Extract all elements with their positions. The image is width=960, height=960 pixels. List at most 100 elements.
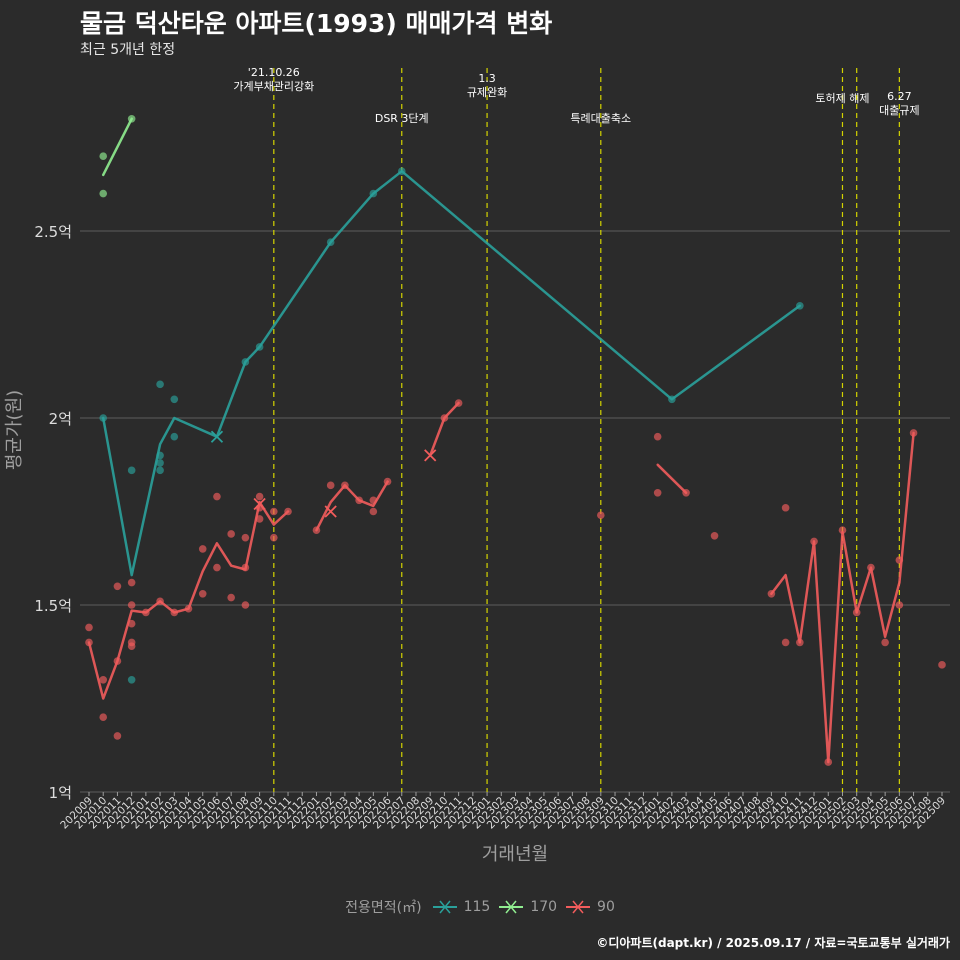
data-point-115 xyxy=(369,189,378,198)
data-point-90 xyxy=(341,481,349,490)
data-point-115 xyxy=(326,238,335,247)
source-caption: ©디아파트(dapt.kr) / 2025.09.17 / 자료=국토교통부 실… xyxy=(596,936,950,950)
data-point-90 xyxy=(99,676,108,684)
x-axis-title: 거래년월 xyxy=(482,844,548,865)
data-point-90 xyxy=(355,496,363,505)
event-label: 가계부채관리강화 xyxy=(233,80,314,93)
data-point-90 xyxy=(895,601,904,609)
y-tick-label: 2.5억 xyxy=(34,223,72,241)
data-point-90 xyxy=(312,526,321,534)
data-point-90 xyxy=(781,638,790,647)
grid-layer xyxy=(80,230,950,793)
data-point-90 xyxy=(255,515,264,523)
data-point-90 xyxy=(85,623,93,632)
data-point-90 xyxy=(255,492,264,501)
event-label: 특례대출축소 xyxy=(570,112,631,125)
chart-title: 물금 덕산타운 아파트(1993) 매매가격 변화 xyxy=(80,9,553,38)
chart-subtitle: 최근 5개년 한정 xyxy=(80,42,176,58)
data-point-115 xyxy=(170,432,179,441)
data-point-90 xyxy=(127,619,136,628)
data-point-90 xyxy=(156,597,164,606)
data-point-90 xyxy=(85,638,93,647)
cross-marker-90 xyxy=(253,497,266,511)
data-point-90 xyxy=(113,657,122,665)
data-point-90 xyxy=(383,477,392,486)
data-point-90 xyxy=(909,429,918,437)
event-label: 1.3 xyxy=(478,72,496,85)
y-tick-label: 1.5억 xyxy=(34,597,72,615)
legend-swatch-115 xyxy=(432,900,457,914)
event-label: 토허제 해제 xyxy=(815,91,869,105)
legend: 전용면적(㎡) 115 170 90 xyxy=(0,896,960,918)
data-point-90 xyxy=(113,582,122,591)
data-point-90 xyxy=(270,533,278,542)
data-point-90 xyxy=(938,661,946,669)
legend-label-90: 90 xyxy=(597,899,615,915)
data-point-90 xyxy=(198,589,207,598)
data-point-90 xyxy=(213,492,221,501)
data-point-90 xyxy=(184,604,193,613)
data-point-90 xyxy=(326,481,335,490)
data-point-90 xyxy=(99,713,108,721)
data-point-90 xyxy=(767,589,776,598)
series-line-115 xyxy=(101,169,802,577)
data-point-115 xyxy=(127,466,136,475)
data-point-90 xyxy=(682,489,690,497)
data-point-170 xyxy=(127,115,136,123)
data-point-115 xyxy=(796,302,804,310)
data-point-90 xyxy=(796,638,804,647)
data-point-115 xyxy=(668,395,676,404)
y-tick-label: 2억 xyxy=(49,410,72,428)
data-point-90 xyxy=(241,563,250,572)
event-label: 대출규제 xyxy=(879,104,919,117)
data-point-90 xyxy=(198,545,207,553)
data-point-90 xyxy=(284,507,292,516)
data-point-115 xyxy=(99,414,108,422)
data-point-90 xyxy=(113,732,122,740)
data-point-90 xyxy=(838,526,847,534)
series-line-90 xyxy=(428,401,460,457)
data-point-90 xyxy=(142,608,150,617)
y-axis-title: 평균가(원) xyxy=(4,390,25,470)
legend-label-115: 115 xyxy=(463,899,491,915)
data-point-115 xyxy=(156,466,164,475)
data-point-90 xyxy=(440,414,449,422)
data-point-115 xyxy=(127,676,136,684)
data-point-90 xyxy=(653,489,662,497)
data-point-115 xyxy=(170,395,179,404)
series-line-90 xyxy=(656,463,688,495)
axis-layer: 1억1.5억2억2.5억2020092020102020112020122021… xyxy=(34,223,948,831)
data-point-90 xyxy=(170,608,179,617)
data-point-115 xyxy=(397,167,406,175)
cross-marker-115 xyxy=(210,430,224,443)
data-point-90 xyxy=(597,511,605,520)
legend-item-115: 115 xyxy=(432,899,491,915)
legend-item-170: 170 xyxy=(498,899,557,915)
legend-label-170: 170 xyxy=(530,899,558,915)
data-point-90 xyxy=(781,503,790,512)
data-point-90 xyxy=(867,563,875,572)
data-point-90 xyxy=(127,642,136,650)
data-point-90 xyxy=(227,530,235,538)
data-point-90 xyxy=(369,507,378,516)
legend-swatch-90 xyxy=(566,900,591,914)
legend-swatch-170 xyxy=(499,900,524,914)
event-label: 규제완화 xyxy=(467,86,507,99)
data-point-90 xyxy=(270,507,278,516)
cross-marker-90 xyxy=(424,449,437,462)
data-point-90 xyxy=(653,432,662,441)
data-point-90 xyxy=(369,496,378,505)
data-point-90 xyxy=(895,556,904,564)
data-point-170 xyxy=(99,189,108,198)
series-line-90 xyxy=(87,500,290,700)
data-point-90 xyxy=(881,638,889,647)
data-point-90 xyxy=(241,601,250,609)
data-point-115 xyxy=(156,380,164,389)
data-point-115 xyxy=(255,343,264,351)
event-label: DSR 3단계 xyxy=(375,112,429,125)
data-point-115 xyxy=(156,459,164,467)
legend-item-90: 90 xyxy=(565,899,615,915)
data-point-90 xyxy=(241,533,250,542)
